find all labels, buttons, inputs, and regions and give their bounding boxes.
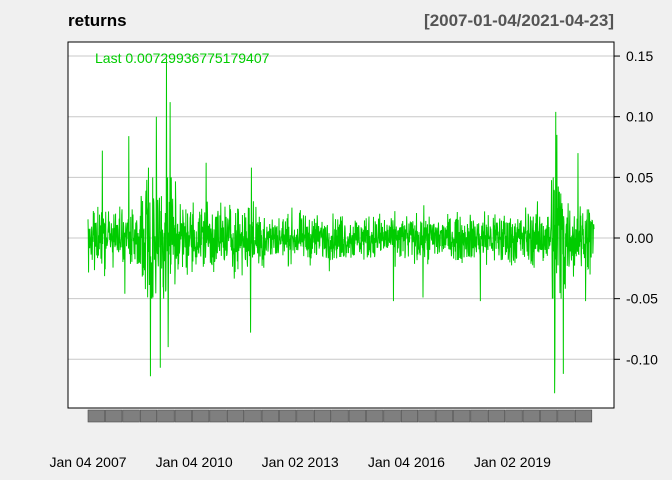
- x-axis-bar: [400, 409, 419, 423]
- x-axis-bar: [540, 409, 558, 423]
- x-axis-bar: [435, 409, 453, 423]
- x-axis-bar: [209, 409, 227, 423]
- date-range-label: [2007-01-04/2021-04-23]: [424, 11, 614, 30]
- x-axis-bar: [557, 409, 575, 423]
- plot-frame: [67, 41, 615, 409]
- x-axis-bar: [383, 409, 401, 423]
- x-tick-label: Jan 04 2016: [368, 454, 445, 470]
- y-axis: 0.15 0.10 0.05 0.00 -0.05 -0.10: [614, 48, 658, 367]
- x-tick-label: Jan 04 2010: [156, 454, 233, 470]
- y-tick-label: -0.10: [626, 351, 658, 367]
- x-tick-label: Jan 02 2019: [474, 454, 551, 470]
- x-axis-bar: [226, 409, 245, 423]
- x-axis-bar: [139, 409, 158, 423]
- x-axis-bar: [453, 409, 471, 423]
- x-axis-bar: [470, 409, 488, 423]
- x-axis-bar: [192, 409, 210, 423]
- x-axis-bar: [87, 409, 105, 423]
- x-axis-bar: [157, 409, 175, 423]
- x-axis-bar: [366, 409, 384, 423]
- x-axis-bar: [122, 409, 140, 423]
- x-axis: Jan 04 2007 Jan 04 2010 Jan 02 2013 Jan 04 …: [49, 454, 551, 470]
- x-axis-bar: [313, 409, 332, 423]
- y-tick-label: 0.00: [626, 230, 653, 246]
- x-axis-bar-strip: [87, 409, 593, 423]
- y-tick-label: 0.10: [626, 109, 653, 125]
- x-axis-bar: [244, 409, 262, 423]
- x-tick-label: Jan 04 2007: [49, 454, 126, 470]
- y-tick-label: 0.15: [626, 48, 653, 64]
- x-axis-bar: [348, 409, 366, 423]
- last-value-label: Last 0.00729936775179407: [95, 50, 270, 66]
- x-axis-bar: [105, 409, 123, 423]
- x-axis-bar: [261, 409, 279, 423]
- x-axis-bar: [505, 409, 523, 423]
- x-axis-bar: [279, 409, 297, 423]
- y-tick-label: -0.05: [626, 291, 658, 307]
- x-axis-bar: [487, 409, 506, 423]
- x-axis-bar: [296, 409, 314, 423]
- x-tick-label: Jan 02 2013: [262, 454, 339, 470]
- y-tick-label: 0.05: [626, 169, 653, 185]
- x-axis-bar: [418, 409, 436, 423]
- x-axis-bar: [574, 409, 593, 423]
- returns-series-line: [87, 58, 595, 394]
- chart-title: returns: [68, 11, 127, 30]
- x-axis-bar: [331, 409, 349, 423]
- x-axis-bar: [174, 409, 192, 423]
- x-axis-bar: [522, 409, 540, 423]
